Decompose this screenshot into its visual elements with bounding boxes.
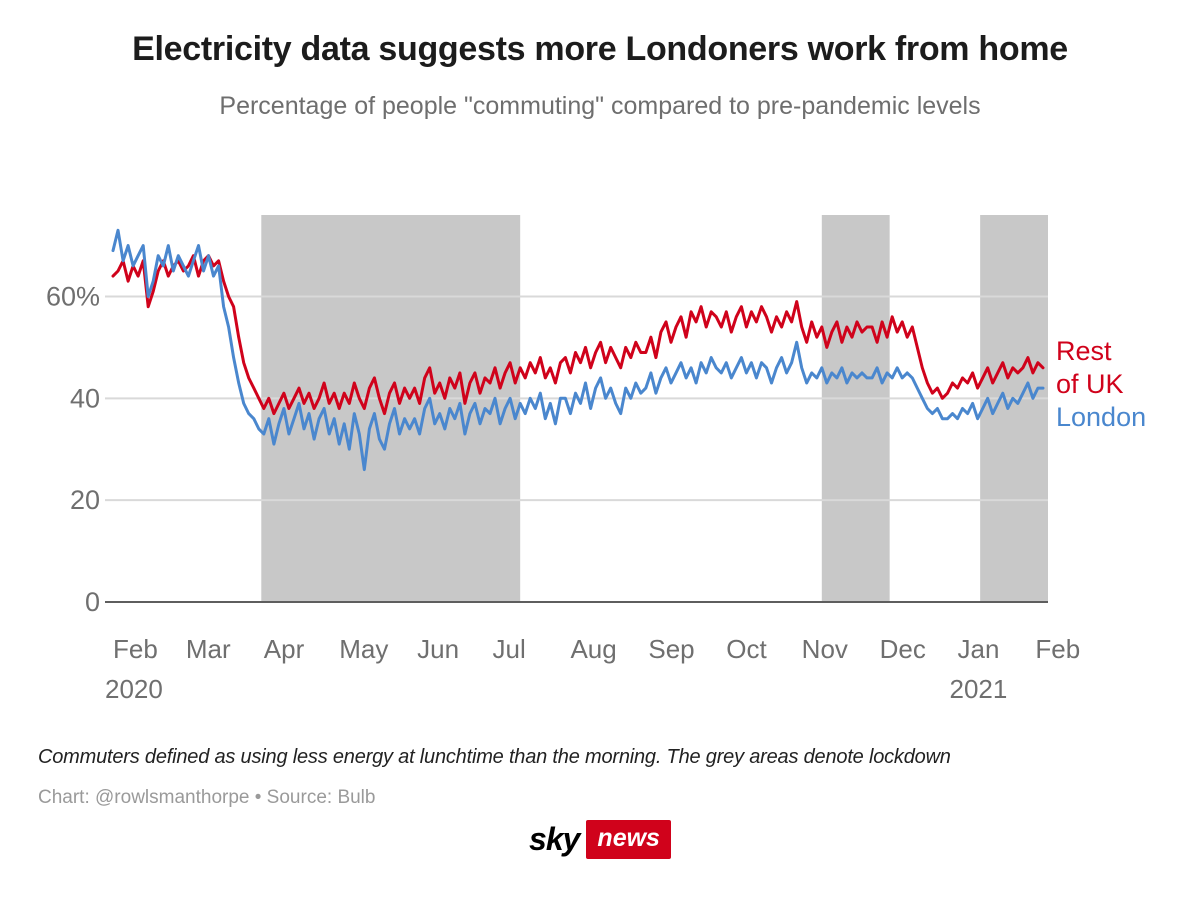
legend-label-rest-of-uk: of UK xyxy=(1056,369,1124,399)
y-tick-label: 40 xyxy=(70,383,100,413)
series-line-london xyxy=(111,228,1045,472)
x-tick-label: Dec xyxy=(880,634,926,664)
y-tick-label: 0 xyxy=(85,587,100,617)
chart-title: Electricity data suggests more Londoners… xyxy=(132,30,1068,68)
x-tick-label: Feb xyxy=(1035,634,1080,664)
legend-label-rest-of-uk: Rest xyxy=(1056,336,1112,366)
chart-subtitle: Percentage of people "commuting" compare… xyxy=(219,92,981,120)
x-tick-label: Apr xyxy=(264,634,305,664)
x-tick-label: Jun xyxy=(417,634,459,664)
x-tick-label: Nov xyxy=(802,634,848,664)
x-tick-label: Feb xyxy=(113,634,158,664)
x-tick-label: May xyxy=(339,634,388,664)
lockdown-band xyxy=(821,215,890,602)
sky-news-logo: sky news xyxy=(0,820,1200,859)
x-tick-label: Aug xyxy=(570,634,616,664)
footnote: Commuters defined as using less energy a… xyxy=(38,746,951,768)
credit-line: Chart: @rowlsmanthorpe • Source: Bulb xyxy=(38,787,376,808)
series-line-rest-of-uk xyxy=(111,254,1045,416)
year-tick-label: 2020 xyxy=(105,674,163,704)
x-tick-label: Sep xyxy=(648,634,694,664)
legend-label-london: London xyxy=(1056,402,1146,432)
y-tick-label: 20 xyxy=(70,485,100,515)
x-tick-label: Mar xyxy=(186,634,231,664)
x-tick-label: Oct xyxy=(726,634,767,664)
logo-news: news xyxy=(586,820,671,859)
year-tick-label: 2021 xyxy=(950,674,1008,704)
x-tick-label: Jul xyxy=(493,634,526,664)
y-tick-label: 60% xyxy=(46,281,100,311)
sky-logo-text: sky xyxy=(529,821,580,857)
x-tick-label: Jan xyxy=(958,634,1000,664)
